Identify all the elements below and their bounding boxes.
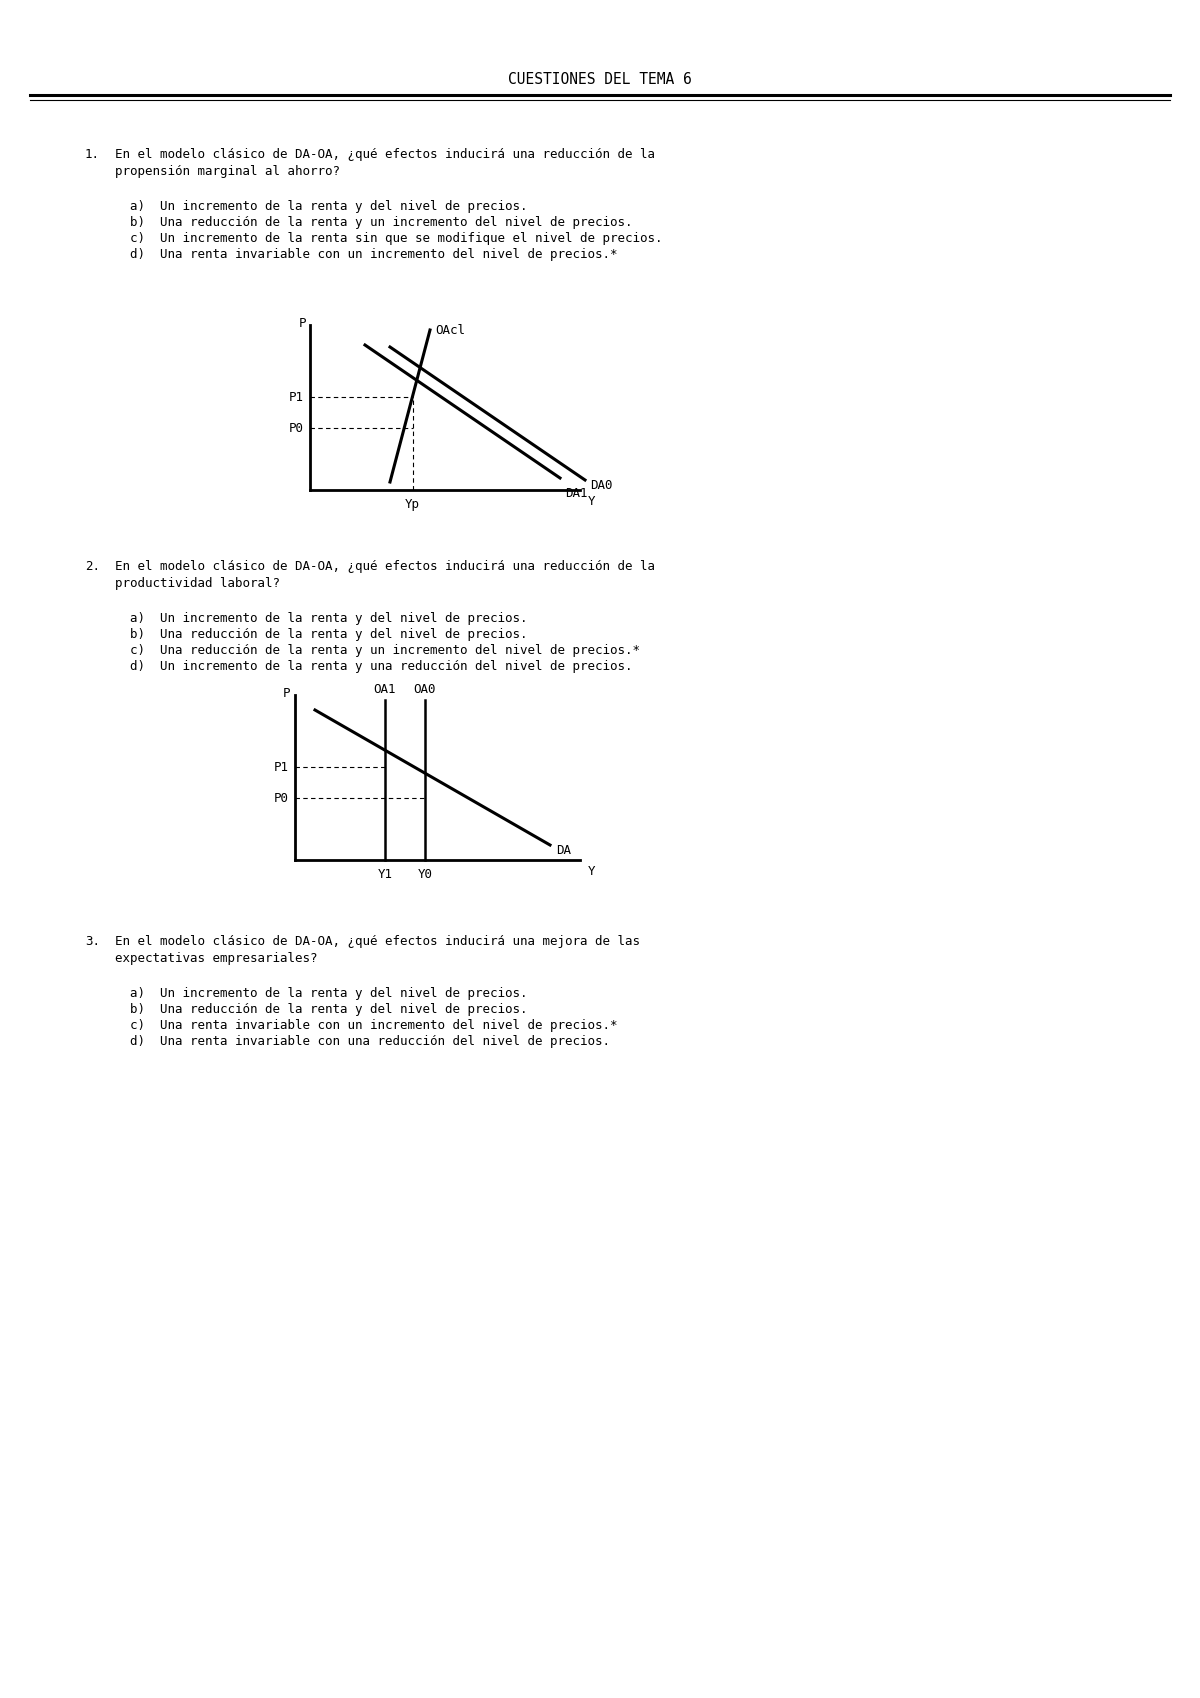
- Text: b)  Una reducción de la renta y del nivel de precios.: b) Una reducción de la renta y del nivel…: [130, 628, 528, 642]
- Text: c)  Una renta invariable con un incremento del nivel de precios.*: c) Una renta invariable con un increment…: [130, 1019, 618, 1032]
- Text: En el modelo clásico de DA-OA, ¿qué efectos inducirá una mejora de las: En el modelo clásico de DA-OA, ¿qué efec…: [115, 936, 640, 947]
- Text: d)  Un incremento de la renta y una reducción del nivel de precios.: d) Un incremento de la renta y una reduc…: [130, 661, 632, 672]
- Text: Yp: Yp: [406, 498, 420, 511]
- Text: DA0: DA0: [590, 479, 612, 491]
- Text: c)  Una reducción de la renta y un incremento del nivel de precios.*: c) Una reducción de la renta y un increm…: [130, 644, 640, 657]
- Text: DA: DA: [556, 844, 571, 856]
- Text: Y: Y: [588, 864, 595, 878]
- Text: Y1: Y1: [378, 868, 392, 881]
- Text: P: P: [299, 318, 306, 329]
- Text: P0: P0: [274, 791, 289, 805]
- Text: DA1: DA1: [565, 487, 588, 499]
- Text: Y0: Y0: [418, 868, 432, 881]
- Text: b)  Una reducción de la renta y del nivel de precios.: b) Una reducción de la renta y del nivel…: [130, 1004, 528, 1015]
- Text: OA0: OA0: [414, 683, 437, 696]
- Text: a)  Un incremento de la renta y del nivel de precios.: a) Un incremento de la renta y del nivel…: [130, 200, 528, 212]
- Text: propensión marginal al ahorro?: propensión marginal al ahorro?: [115, 165, 340, 178]
- Text: c)  Un incremento de la renta sin que se modifique el nivel de precios.: c) Un incremento de la renta sin que se …: [130, 233, 662, 245]
- Text: En el modelo clásico de DA-OA, ¿qué efectos inducirá una reducción de la: En el modelo clásico de DA-OA, ¿qué efec…: [115, 560, 655, 572]
- Text: b)  Una reducción de la renta y un incremento del nivel de precios.: b) Una reducción de la renta y un increm…: [130, 216, 632, 229]
- Text: a)  Un incremento de la renta y del nivel de precios.: a) Un incremento de la renta y del nivel…: [130, 611, 528, 625]
- Text: productividad laboral?: productividad laboral?: [115, 577, 280, 589]
- Text: d)  Una renta invariable con una reducción del nivel de precios.: d) Una renta invariable con una reducció…: [130, 1036, 610, 1048]
- Text: P1: P1: [289, 391, 304, 404]
- Text: expectativas empresariales?: expectativas empresariales?: [115, 953, 318, 964]
- Text: P: P: [283, 688, 290, 700]
- Text: En el modelo clásico de DA-OA, ¿qué efectos inducirá una reducción de la: En el modelo clásico de DA-OA, ¿qué efec…: [115, 148, 655, 161]
- Text: 3.: 3.: [85, 936, 100, 947]
- Text: Y: Y: [588, 496, 595, 508]
- Text: OA1: OA1: [373, 683, 396, 696]
- Text: P1: P1: [274, 761, 289, 774]
- Text: d)  Una renta invariable con un incremento del nivel de precios.*: d) Una renta invariable con un increment…: [130, 248, 618, 261]
- Text: a)  Un incremento de la renta y del nivel de precios.: a) Un incremento de la renta y del nivel…: [130, 987, 528, 1000]
- Text: CUESTIONES DEL TEMA 6: CUESTIONES DEL TEMA 6: [508, 71, 692, 87]
- Text: OAcl: OAcl: [436, 324, 466, 336]
- Text: 2.: 2.: [85, 560, 100, 572]
- Text: P0: P0: [289, 421, 304, 435]
- Text: 1.: 1.: [85, 148, 100, 161]
